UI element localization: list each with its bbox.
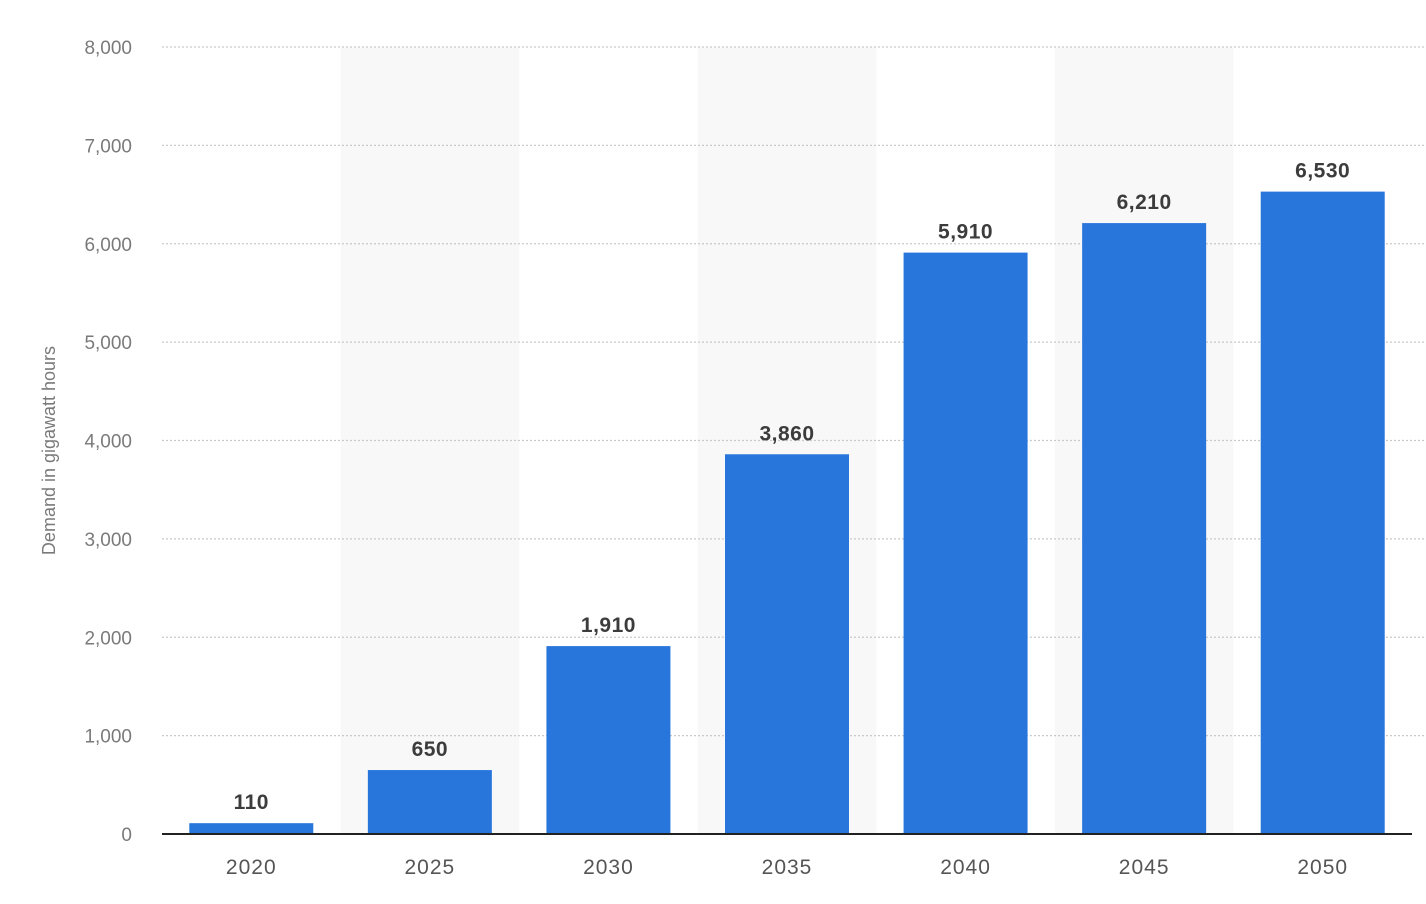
y-axis-title: Demand in gigawatt hours: [39, 346, 59, 555]
y-tick-label: 8,000: [84, 38, 132, 59]
bar[interactable]: [367, 770, 492, 834]
x-tick-label: 2030: [583, 856, 634, 879]
x-tick-label: 2050: [1297, 856, 1348, 879]
bar[interactable]: [189, 823, 314, 834]
data-label: 1,910: [581, 614, 636, 637]
x-tick-label: 2045: [1119, 856, 1170, 879]
bar[interactable]: [546, 646, 671, 834]
data-label: 5,910: [938, 221, 993, 244]
x-tick-label: 2025: [404, 856, 455, 879]
y-tick-label: 0: [121, 825, 132, 846]
y-tick-label: 2,000: [84, 628, 132, 649]
y-tick-label: 1,000: [84, 727, 132, 748]
data-label: 6,210: [1117, 191, 1172, 214]
data-labels: 110 650 1,910 3,860 5,910 6,210 6,530: [234, 160, 1350, 815]
bar[interactable]: [725, 454, 849, 834]
y-axis-ticks: 0 1,000 2,000 3,000 4,000 5,000 6,000 7,000 8,00…: [84, 38, 132, 846]
y-tick-label: 7,000: [84, 136, 132, 157]
y-tick-label: 3,000: [84, 530, 132, 551]
bar[interactable]: [903, 252, 1028, 834]
x-axis-ticks: 2020 2025 2030 2035 2040 2045 2050: [226, 856, 1348, 879]
bar[interactable]: [1260, 191, 1385, 834]
data-label: 650: [412, 738, 449, 761]
x-tick-label: 2020: [226, 856, 277, 879]
x-tick-label: 2035: [762, 856, 813, 879]
data-label: 6,530: [1295, 160, 1350, 183]
data-label: 3,860: [759, 422, 814, 445]
y-tick-label: 6,000: [84, 235, 132, 256]
y-tick-label: 4,000: [84, 432, 132, 453]
data-label: 110: [234, 791, 269, 814]
bar[interactable]: [1082, 223, 1207, 834]
x-tick-label: 2040: [940, 856, 991, 879]
y-tick-label: 5,000: [84, 333, 132, 354]
bars: [189, 191, 1385, 834]
